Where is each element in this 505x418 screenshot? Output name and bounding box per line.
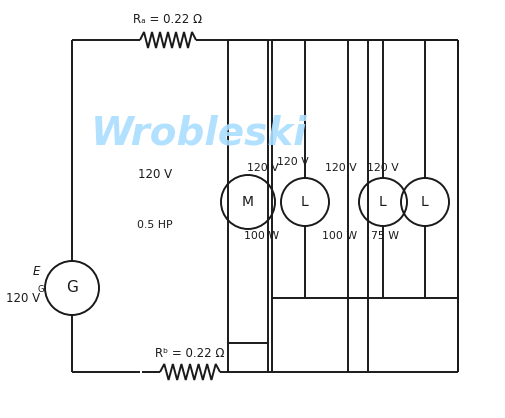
Text: Rᵇ = 0.22 Ω: Rᵇ = 0.22 Ω (155, 347, 224, 360)
Text: G: G (66, 280, 78, 296)
Text: 120 V: 120 V (276, 157, 308, 167)
Text: L: L (378, 195, 386, 209)
Text: 0.5 HP: 0.5 HP (137, 220, 173, 230)
Text: 100 W: 100 W (243, 231, 278, 241)
Text: 120 V: 120 V (367, 163, 398, 173)
Text: Rₐ = 0.22 Ω: Rₐ = 0.22 Ω (133, 13, 202, 26)
Text: E: E (32, 265, 40, 278)
Text: 75 W: 75 W (370, 231, 398, 241)
Text: 120 V: 120 V (325, 163, 357, 173)
Text: L: L (420, 195, 428, 209)
Text: Wrobleski: Wrobleski (91, 115, 307, 153)
Text: 120 V: 120 V (6, 292, 40, 305)
Text: L: L (300, 195, 308, 209)
Text: 100 W: 100 W (321, 231, 357, 241)
Text: G: G (37, 285, 44, 294)
Text: 120 V: 120 V (247, 163, 278, 173)
Text: 120 V: 120 V (138, 168, 172, 181)
Text: M: M (241, 195, 254, 209)
